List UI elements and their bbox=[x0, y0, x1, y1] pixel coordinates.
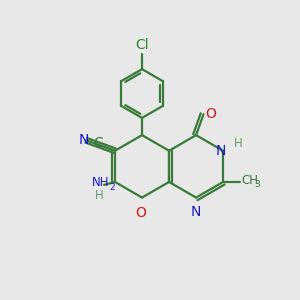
Text: N: N bbox=[191, 205, 201, 219]
Text: 2: 2 bbox=[110, 182, 115, 191]
Text: H: H bbox=[94, 189, 103, 202]
Text: O: O bbox=[206, 107, 217, 121]
Text: H: H bbox=[234, 137, 243, 150]
Text: C: C bbox=[93, 136, 103, 150]
Text: CH: CH bbox=[242, 174, 259, 187]
Text: N: N bbox=[79, 133, 89, 147]
Text: N: N bbox=[215, 144, 226, 158]
Text: NH: NH bbox=[92, 176, 109, 189]
Text: O: O bbox=[136, 206, 147, 220]
Text: Cl: Cl bbox=[135, 38, 149, 52]
Text: 3: 3 bbox=[254, 180, 260, 189]
